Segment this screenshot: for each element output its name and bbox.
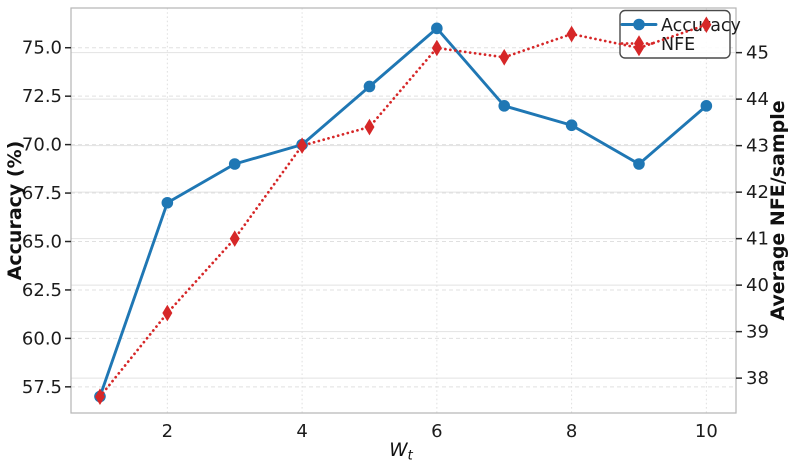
accuracy-marker xyxy=(498,100,511,112)
right-tick-label: 40 xyxy=(746,275,769,296)
grid-layer xyxy=(71,8,736,413)
x-axis-label-subscript: t xyxy=(408,448,414,464)
left-tick-label: 70.0 xyxy=(22,135,62,156)
accuracy-marker xyxy=(565,119,578,132)
x-axis-label: Wt xyxy=(389,440,413,464)
right-tick-label: 44 xyxy=(746,89,769,110)
accuracy-line xyxy=(98,26,708,398)
nfe-marker xyxy=(229,230,240,247)
x-tick-label: 2 xyxy=(162,421,173,442)
accuracy-marker xyxy=(431,22,443,35)
right-tick-label: 39 xyxy=(746,322,769,343)
left-tick-label: 65.0 xyxy=(22,232,62,253)
nfe-line xyxy=(98,23,708,399)
nfe-marker xyxy=(566,25,577,43)
nfe-marker xyxy=(431,39,442,57)
left-tick-label: 57.5 xyxy=(22,377,62,398)
left-tick-label: 75.0 xyxy=(22,38,62,59)
right-tick-label: 38 xyxy=(746,368,769,389)
nfe-marker xyxy=(297,137,308,154)
axes-layer: 57.560.062.565.067.570.072.575.038394041… xyxy=(22,7,769,442)
nfe-marker xyxy=(364,118,375,136)
x-axis-label-base: W xyxy=(389,440,408,461)
accuracy-marker xyxy=(161,196,174,209)
nfe-marker xyxy=(499,48,510,66)
accuracy-marker xyxy=(363,80,376,93)
x-tick-label: 10 xyxy=(695,421,718,442)
nfe-marker xyxy=(701,16,712,34)
nfe-marker xyxy=(162,304,173,322)
x-tick-label: 4 xyxy=(296,421,307,442)
left-tick-label: 72.5 xyxy=(22,86,62,107)
right-tick-label: 42 xyxy=(746,182,769,203)
left-axis-label: Accuracy (%) xyxy=(4,141,26,281)
right-tick-label: 43 xyxy=(746,136,769,157)
left-tick-label: 62.5 xyxy=(22,280,62,301)
accuracy-marker xyxy=(633,158,645,170)
right-axis-label: Average NFE/sample xyxy=(767,100,789,320)
accuracy-marker xyxy=(700,100,713,112)
plot-border xyxy=(70,7,737,414)
accuracy-marker xyxy=(633,18,645,31)
nfe-series-layer xyxy=(94,16,712,406)
nfe-marker xyxy=(94,388,105,406)
left-tick-label: 60.0 xyxy=(22,328,62,349)
left-tick-label: 67.5 xyxy=(22,183,62,204)
accuracy-marker xyxy=(228,158,241,170)
right-tick-label: 45 xyxy=(746,43,769,64)
legend-label: NFE xyxy=(661,35,695,55)
x-tick-label: 8 xyxy=(566,421,577,442)
right-tick-label: 41 xyxy=(746,229,769,250)
accuracy-series-layer xyxy=(94,22,713,403)
x-tick-label: 6 xyxy=(431,421,442,442)
legend-box xyxy=(619,9,731,59)
nfe-marker xyxy=(633,39,644,57)
